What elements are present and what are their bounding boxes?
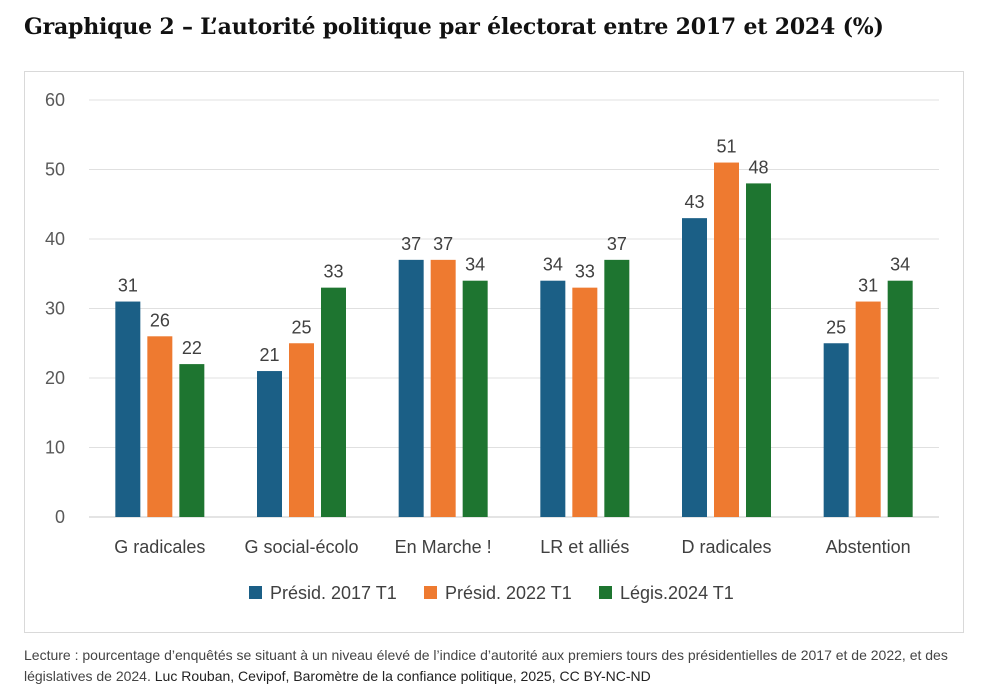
y-tick-label: 60 (45, 90, 65, 110)
data-label: 21 (259, 345, 279, 365)
data-label: 37 (607, 234, 627, 254)
bar (572, 287, 598, 517)
x-tick-label: G radicales (114, 537, 205, 557)
data-label: 25 (826, 317, 846, 337)
data-label: 48 (748, 157, 768, 177)
legend-swatch (424, 586, 437, 599)
caption-lecture: Lecture : pourcentage d’enquêtés se situ… (24, 647, 948, 684)
y-tick-label: 0 (55, 507, 65, 527)
bar (714, 162, 739, 518)
bar (855, 301, 881, 517)
y-tick-label: 30 (45, 299, 65, 319)
y-tick-label: 40 (45, 229, 65, 249)
bar (321, 287, 346, 517)
page-title: Graphique 2 – L’autorité politique par é… (24, 14, 884, 40)
bar (115, 301, 141, 517)
bar (746, 183, 771, 517)
caption-credit: Luc Rouban, Cevipof, Baromètre de la con… (154, 668, 651, 684)
bar (289, 343, 314, 517)
x-tick-label: G social-écolo (244, 537, 358, 557)
data-label: 33 (575, 262, 595, 282)
bar-chart: 0 10 20 30 40 50 60 31 26 22 21 25 33 37 37 34 34 33 37 43… (45, 90, 939, 603)
bar (179, 364, 205, 517)
bar (823, 343, 849, 517)
bar (682, 218, 707, 517)
caption: Lecture : pourcentage d’enquêtés se situ… (24, 645, 974, 687)
data-label: 51 (716, 137, 736, 157)
bar (887, 280, 913, 517)
y-tick-label: 10 (45, 438, 65, 458)
data-label: 31 (118, 276, 138, 296)
chart-frame: 0 10 20 30 40 50 60 31 26 22 21 25 33 37 37 34 34 33 37 43… (24, 71, 964, 633)
y-axis-ticks: 0 10 20 30 40 50 60 (45, 90, 65, 527)
bar (257, 371, 282, 517)
data-labels: 31 26 22 21 25 33 37 37 34 34 33 37 43 51 48 25 31 34 (118, 137, 910, 365)
y-tick-label: 50 (45, 160, 65, 180)
gridlines (89, 99, 939, 518)
y-tick-label: 20 (45, 368, 65, 388)
data-label: 33 (323, 262, 343, 282)
legend: Présid. 2017 T1 Présid. 2022 T1 Légis.2024… (249, 583, 734, 603)
data-label: 25 (291, 317, 311, 337)
data-label: 43 (684, 192, 704, 212)
legend-label: Présid. 2017 T1 (270, 583, 397, 603)
x-tick-label: LR et alliés (540, 537, 629, 557)
bar (462, 280, 488, 517)
data-label: 22 (182, 338, 202, 358)
legend-swatch (249, 586, 262, 599)
bar (147, 336, 173, 517)
x-axis-ticks: G radicales G social-écolo En Marche ! LR e… (114, 537, 910, 557)
x-tick-label: D radicales (681, 537, 771, 557)
bar (604, 259, 630, 517)
legend-label: Présid. 2022 T1 (445, 583, 572, 603)
bars (115, 162, 913, 518)
data-label: 37 (401, 234, 421, 254)
legend-swatch (599, 586, 612, 599)
bar (430, 259, 456, 517)
bar (540, 280, 566, 517)
x-tick-label: En Marche ! (395, 537, 492, 557)
x-tick-label: Abstention (826, 537, 911, 557)
legend-label: Légis.2024 T1 (620, 583, 734, 603)
data-label: 26 (150, 310, 170, 330)
bar (398, 259, 424, 517)
data-label: 34 (465, 255, 485, 275)
data-label: 34 (890, 255, 910, 275)
data-label: 37 (433, 234, 453, 254)
data-label: 34 (543, 255, 563, 275)
data-label: 31 (858, 276, 878, 296)
